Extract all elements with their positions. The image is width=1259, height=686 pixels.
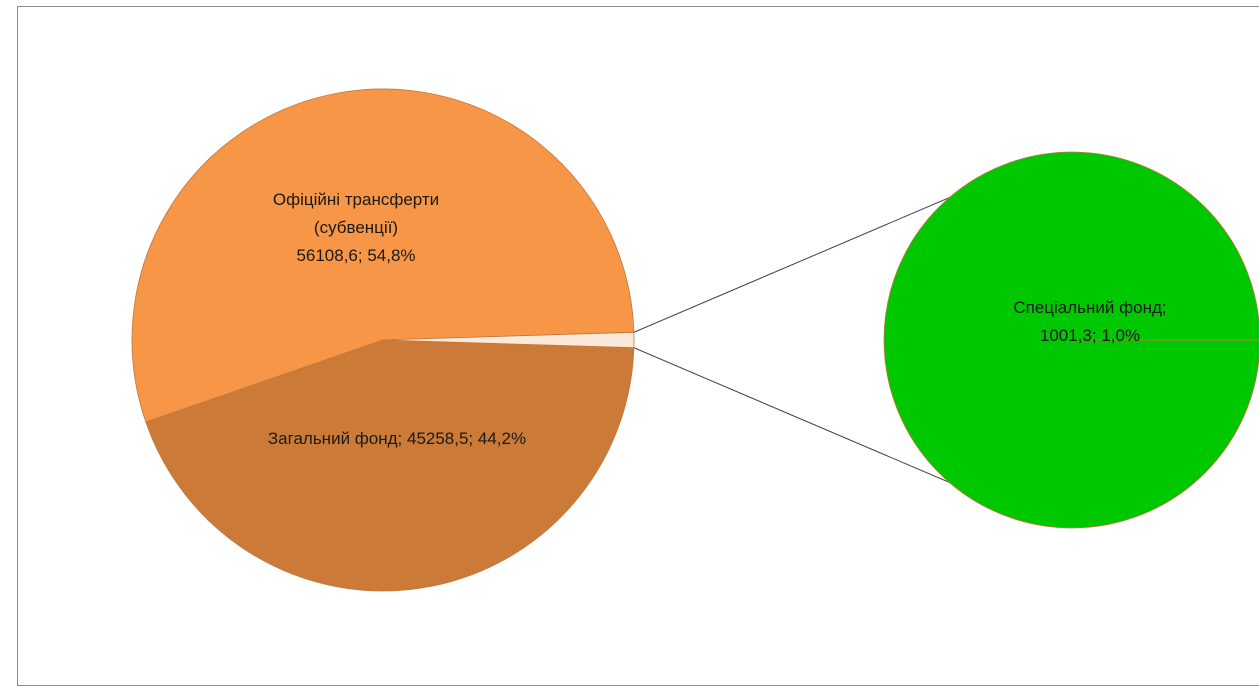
connector-line-top [633, 178, 994, 333]
slice-spetsialnyi-fond [382, 331, 635, 349]
label-ofitsiini-transferty: Офіційні трансферти (субвенції) 56108,6; 5… [273, 190, 439, 265]
secondary-pie-spetsialnyi-fond [883, 151, 1259, 529]
slice-ofitsiini-transferty [131, 88, 635, 423]
connector-line-bottom [633, 347, 994, 502]
slice-zahalnyi-fond [145, 339, 635, 592]
label-spetsialnyi-fond: Спеціальний фонд; 1001,3; 1,0% [1013, 298, 1166, 345]
label-zahalnyi-fond: Загальний фонд; 45258,5; 44,2% [268, 429, 526, 448]
pie-of-pie-chart: Офіційні трансферти (субвенції) 56108,6; 5… [131, 88, 1259, 592]
